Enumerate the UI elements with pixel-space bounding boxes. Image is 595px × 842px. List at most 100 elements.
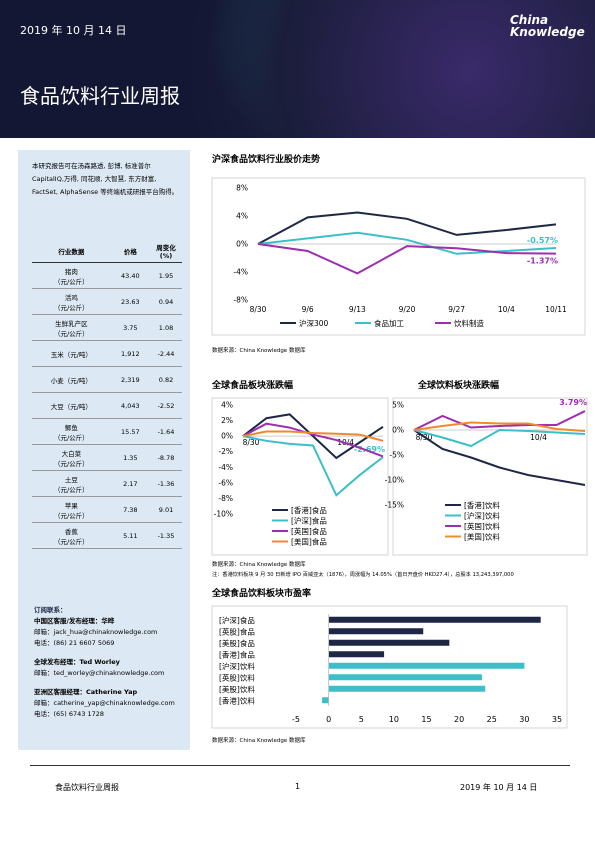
chart-frame <box>211 397 389 556</box>
table-row: 小麦（元/吨） 2,319 0.82 <box>32 366 182 393</box>
series-line <box>413 410 586 431</box>
item-unit: （元/公斤） <box>53 537 89 546</box>
x-tick-label: -5 <box>292 715 300 724</box>
cell: 香蕉 （元/公斤） <box>32 522 111 549</box>
y-tick-label: -6% <box>218 478 233 487</box>
y-tick-label: [美股]食品 <box>219 638 255 648</box>
item-name: 小麦（元/吨） <box>50 376 92 385</box>
x-tick-label: 10 <box>389 715 399 724</box>
cell: 1.35 <box>110 444 150 471</box>
y-tick-label: -8% <box>233 296 248 305</box>
x-tick-label: 0 <box>326 715 331 724</box>
table-row: 大白菜 （元/公斤） 1.35 -8.78 <box>32 444 182 471</box>
x-tick-label: 9/13 <box>349 305 366 314</box>
intro: 本研究报告可在汤森路透, 彭博, 标准普尔 CapitalIQ,万得, 同花顺,… <box>32 162 179 196</box>
bar <box>328 685 486 692</box>
value-label: -1.37% <box>527 257 558 266</box>
cell: 2.17 <box>110 470 150 497</box>
x-tick-label: 8/30 <box>243 438 260 447</box>
legend-label: [英国]饮料 <box>464 521 500 531</box>
sidebar: 本研究报告可在汤森路透, 彭博, 标准普尔 CapitalIQ,万得, 同花顺,… <box>18 150 190 750</box>
cell: -1.35 <box>150 522 182 549</box>
y-tick-label: [美股]饮料 <box>219 684 255 694</box>
table-row: 生鲜乳产区 （元/公斤） 3.75 1.08 <box>32 314 182 341</box>
series-line <box>242 413 384 460</box>
chart-title: 全球食品板块涨跌幅 <box>211 379 293 391</box>
cell: 1.95 <box>150 262 182 289</box>
cell: 3.75 <box>110 314 150 341</box>
y-tick-label: -15% <box>385 501 404 510</box>
bar <box>328 628 424 635</box>
cell: 0.94 <box>150 288 182 315</box>
bar <box>328 639 450 646</box>
item-unit: （元/公斤） <box>53 329 89 338</box>
contact-title: 中国区客服/发布经理：华晔 <box>34 617 115 625</box>
item-unit: （元/公斤） <box>53 511 89 520</box>
cell: 大白菜 （元/公斤） <box>32 444 111 471</box>
contact-line: 邮箱：catherine_yap@chinaknowledge.com <box>34 699 175 707</box>
cell: 15.57 <box>110 418 150 445</box>
footer-rule <box>30 765 570 766</box>
y-tick-label: -4% <box>218 463 233 472</box>
bar <box>322 697 329 704</box>
series-line <box>413 429 586 486</box>
cell: 5.11 <box>110 522 150 549</box>
y-tick-label: 2% <box>221 416 233 425</box>
x-tick-label: 15 <box>421 715 431 724</box>
series-line <box>257 243 557 275</box>
contact-line: 电话：(65) 6743 1728 <box>34 710 105 718</box>
series-line <box>257 211 557 245</box>
x-tick-label: 10/4 <box>498 305 515 314</box>
x-tick-label: 5 <box>359 715 364 724</box>
bar <box>328 651 385 658</box>
cell: -2.44 <box>150 340 182 367</box>
chart-frame <box>211 605 568 729</box>
cell: 2,319 <box>110 366 150 393</box>
y-tick-label: 8% <box>236 184 248 193</box>
legend-label: 饮料制造 <box>454 318 484 328</box>
chart-frame <box>211 177 586 336</box>
contacts: 订阅联系： 中国区客服/发布经理：华晔 邮箱：jack_hua@chinaknowl… <box>34 605 194 720</box>
source: 数据来源：China Knowledge 数据库 <box>212 736 306 744</box>
legend-label: [美国]食品 <box>291 537 327 547</box>
header-cell: 行业数据 <box>32 240 111 263</box>
x-tick-label: 9/6 <box>302 305 314 314</box>
legend-label: [美国]饮料 <box>464 532 500 542</box>
y-tick-label: [香港]饮料 <box>219 695 255 705</box>
cell: 鲫鱼 （元/公斤） <box>32 418 111 445</box>
table-row: 苹果 （元/公斤） 7.38 9.01 <box>32 496 182 523</box>
chart-title: 沪深食品饮料行业股价走势 <box>212 153 320 165</box>
series-line <box>242 430 384 442</box>
chart-title: 全球饮料板块涨跌幅 <box>417 379 499 391</box>
item-name: 大白菜 <box>61 449 82 458</box>
note: 注：香港饮料板块 9 月 30 日新增 IPO 百威亚太（1876），周涨幅为 … <box>212 570 514 578</box>
cell: 43.40 <box>110 262 150 289</box>
x-tick-label: 25 <box>487 715 497 724</box>
cell: 土豆 （元/公斤） <box>32 470 111 497</box>
item-unit: （元/公斤） <box>53 485 89 494</box>
item-unit: （元/公斤） <box>53 303 89 312</box>
item-unit: （元/公斤） <box>53 433 89 442</box>
item-name: 苹果 <box>64 501 78 510</box>
logo-text: Knowledge <box>510 25 585 39</box>
y-tick-label: 0% <box>221 432 233 441</box>
y-tick-label: -8% <box>218 494 233 503</box>
table-row: 香蕉 （元/公斤） 5.11 -1.35 <box>32 522 182 549</box>
x-tick-label: 9/20 <box>399 305 416 314</box>
legend-label: [沪深]饮料 <box>464 511 500 521</box>
legend-label: [英国]食品 <box>291 526 327 536</box>
y-tick-label: [沪深]食品 <box>219 615 255 625</box>
x-tick-label: 35 <box>552 715 562 724</box>
cell: 猪肉 （元/公斤） <box>32 262 111 289</box>
source: 数据来源：China Knowledge 数据库 <box>212 346 306 354</box>
logo-text: China <box>510 13 549 27</box>
item-name: 猪肉 <box>64 267 78 276</box>
header-cell: 价格 <box>110 240 150 263</box>
series-line <box>242 422 384 458</box>
contact-line: 邮箱：ted_worley@chinaknowledge.com <box>34 669 165 677</box>
y-tick-label: 0% <box>392 426 404 435</box>
legend-label: [香港]食品 <box>291 505 327 515</box>
logo: China Knowledge <box>510 14 585 38</box>
cell: -8.78 <box>150 444 182 471</box>
